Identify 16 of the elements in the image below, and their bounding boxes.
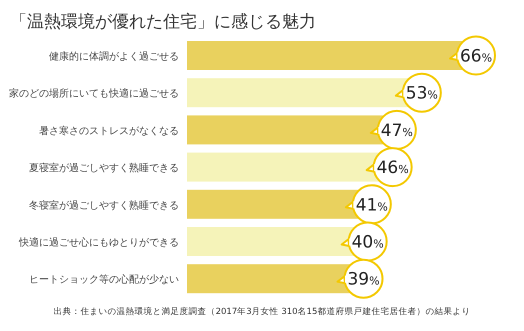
data-label: 46% — [376, 158, 409, 178]
data-label: 47% — [380, 120, 413, 141]
chart-title: 「温熱環境が優れた住宅」に感じる魅力 — [10, 12, 316, 32]
data-label: 39% — [347, 270, 380, 290]
y-tick-label: 家のどの場所にいても快適に過ごせる — [9, 88, 179, 100]
y-tick-label: 冬寝室が過ごしやすく熟睡できる — [29, 199, 179, 212]
y-tick-label: ヒートショック等の心配が少ない — [29, 274, 179, 286]
y-tick-label: 健康的に体調がよく過ごせる — [49, 50, 179, 62]
y-tick-label: 暑さ寒さのストレスがなくなる — [39, 124, 179, 137]
y-tick-label: 快適に過ごせ心にもゆとりができる — [18, 236, 179, 248]
data-label: 66% — [460, 46, 492, 66]
y-tick-label: 夏寝室が過ごしやすく熟睡できる — [29, 162, 179, 174]
data-label: 40% — [352, 232, 384, 252]
source-note: 出典：住まいの温熱環境と満足度調査（2017年3月女性 310名15都道府県戸建住宅居住者）の結果より — [54, 306, 470, 317]
data-label: 41% — [356, 195, 388, 216]
data-label: 53% — [406, 84, 438, 104]
